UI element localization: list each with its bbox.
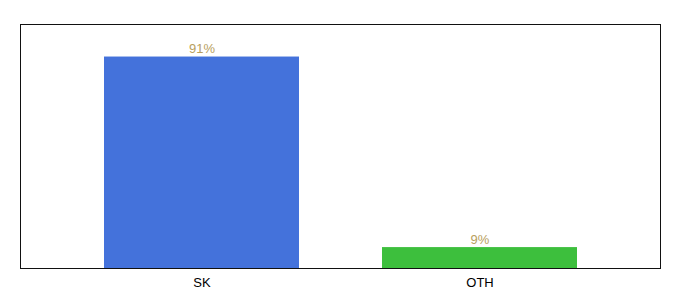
svg-text:91%: 91%: [189, 41, 215, 56]
svg-text:OTH: OTH: [466, 275, 493, 290]
svg-text:9%: 9%: [471, 232, 490, 247]
svg-text:SK: SK: [193, 275, 211, 290]
